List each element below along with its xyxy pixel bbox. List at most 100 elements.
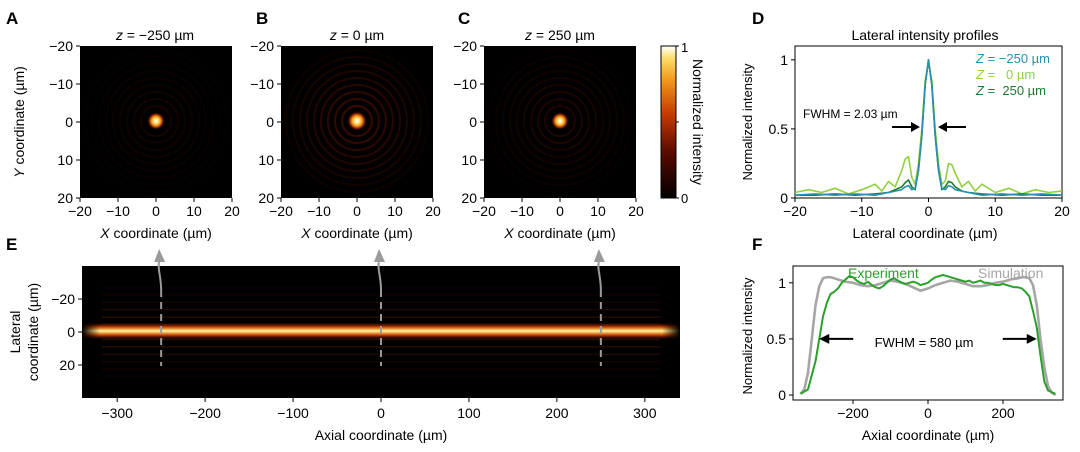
panel-b-title-z: z [329,27,337,43]
panel-e-marker-arrow-shaft [597,261,602,291]
panel-b-x-axis-label: X coordinate (µm) [300,225,413,241]
panel-c-spot [551,112,569,130]
panel-c-letter: C [458,9,470,28]
panel-e-marker-arrow-head [374,249,385,262]
diffraction-ring [132,97,180,145]
panel-d-y-tick-label: 0.5 [769,121,789,137]
panel-a-x-tick-label: −10 [106,203,130,219]
panel-e-x-tick-label: 200 [545,405,569,421]
panel-b-y-tick-label: −20 [250,38,274,54]
legend-z-250-z: Z [975,83,985,98]
diffraction-ring [508,69,612,173]
panel-d-arrow-right-head [938,122,947,132]
panel-b-x-axis-label-italic: X [300,225,311,241]
diffraction-ring [494,55,626,187]
panel-c-x-tick-label: 20 [628,203,644,219]
panel-d-series-line-0 [794,58,1063,196]
diffraction-ring [291,55,423,187]
panel-f-y-tick-label: 1 [778,275,786,291]
panel-c-x-tick-label: −10 [510,203,534,219]
panel-d-series [794,58,1063,196]
diffraction-ring [529,90,591,152]
panel-e-x-tick-label: 300 [633,405,657,421]
panel-a-letter: A [6,9,18,28]
diffraction-ring [536,97,584,145]
panel-b-x-axis-label-rest: coordinate (µm) [311,225,413,241]
diffraction-ring [125,90,187,152]
panel-c-y-tick-label: 10 [461,152,477,168]
panel-b-y-tick-label: 10 [258,152,274,168]
panel-d: D Lateral intensity profiles −20 −10 0 10 20… [740,9,1070,241]
panel-e-markers [154,249,605,366]
panel-c-x-tick-label: −20 [472,203,496,219]
panel-a-title-rest: = −250 µm [123,27,194,43]
diffraction-ring [104,69,208,173]
panel-e-marker-arrow-shaft [157,261,163,291]
panel-f-annotation: FWHM = 580 µm [875,335,974,350]
panel-e-y-tick-label: 0 [67,324,75,340]
diffraction-ring [305,69,409,173]
colorbar-label: Normalized intensity [690,59,706,185]
panel-d-x-tick-label: 0 [925,203,933,219]
panel-e-y-axis-label-line2: coordinate (µm) [25,283,41,381]
panel-b-title-rest: = 0 µm [337,27,384,43]
legend-item-z-0: Z = 0 µm [975,67,1035,82]
panel-f-x-tick-label: 0 [924,405,932,421]
panel-e-marker-arrow-head [154,249,166,262]
panel-b-y-tick-label: −10 [250,76,274,92]
panel-f-arrow-right-head [1026,333,1037,344]
panel-d-y-tick-label: 1 [780,52,788,68]
panel-c-x-axis-label-italic: X [503,225,514,241]
panel-a-title-z: z [115,27,123,43]
image-y-axis-label-rest: coordinate (µm) [11,66,27,168]
image-y-axis-label-italic: Y [11,167,27,178]
panel-b-title: z = 0 µm [329,27,384,43]
panel-f-y-tick-label: 0.5 [767,331,787,347]
panel-d-legend: Z = −250 µm Z = 0 µm Z = 250 µm [975,51,1050,98]
panel-e-x-tick-label: −300 [101,405,133,421]
panel-b-x-tick-label: 0 [353,203,361,219]
panel-d-title: Lateral intensity profiles [851,27,998,43]
panel-a-x-tick-label: −20 [68,203,92,219]
panel-e-x-tick-label: 100 [457,405,481,421]
panel-f-y-axis-label: Normalized intensity [740,277,755,395]
panel-e-letter: E [6,235,17,254]
diffraction-ring [118,83,194,159]
diffraction-ring [501,62,619,180]
panel-a-y-tick-label: 20 [57,190,73,206]
panel-e-y-axis-label-line1: Lateral [7,311,23,354]
panel-a-title: z = −250 µm [115,27,194,43]
panel-b-y-tick-label: 0 [266,114,274,130]
legend-item-z-minus-250: Z = −250 µm [975,51,1050,66]
panel-e-side-lobe [102,308,660,311]
diffraction-ring [139,104,173,138]
panel-c-x-tick-label: 0 [556,203,564,219]
panel-d-x-tick-label: −20 [783,203,807,219]
legend-item-z-250: Z = 250 µm [975,83,1046,98]
legend-z-0-rest: = 0 µm [984,67,1035,82]
panel-d-ticks: −20 −10 0 10 20 0 0.5 1 [769,52,1070,219]
legend-z-minus-250-rest: = −250 µm [984,51,1050,66]
panel-d-fwhm-arrows [892,122,966,132]
diffraction-ring [487,48,633,194]
panel-d-annotation: FWHM = 2.03 µm [803,107,898,121]
panel-c-y-tick-label: −10 [453,76,477,92]
panel-e-x-tick-label: −200 [189,405,221,421]
panel-d-letter: D [752,9,764,28]
diffraction-ring [515,76,605,166]
panel-e-side-lobe [102,346,660,348]
colorbar: 1 0 Normalized intensity [660,40,706,206]
panel-e-x-tick-label: −100 [277,405,309,421]
panel-e-side-lobe [102,360,660,363]
legend-z-0-z: Z [975,67,985,82]
image-y-axis-label: Y coordinate (µm) [11,66,27,178]
colorbar-gradient [660,45,677,199]
diffraction-ring [319,83,395,159]
panel-c-x-tick-label: 10 [590,203,606,219]
panel-f-ticks: −200 0 200 0 0.5 1 [767,275,1015,421]
panel-c-y-tick-label: 0 [469,114,477,130]
diffraction-ring [340,104,374,138]
panel-a-x-tick-label: 20 [224,203,240,219]
